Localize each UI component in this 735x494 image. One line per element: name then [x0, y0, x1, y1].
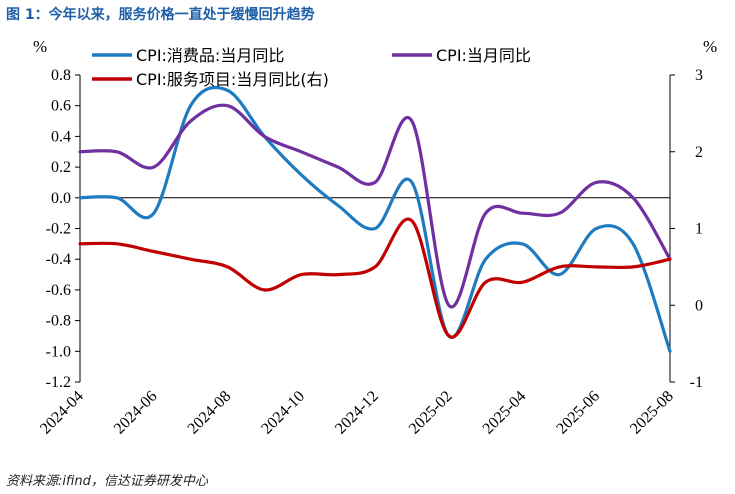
- legend-label-consumer-goods: CPI:消费品:当月同比: [136, 46, 284, 65]
- left-tick-label: -0.8: [46, 313, 71, 330]
- left-tick-label: -1.0: [46, 343, 71, 360]
- x-tick-label: 2024-08: [185, 388, 235, 438]
- right-tick-label: 0: [695, 297, 703, 314]
- x-tick-label: 2024-10: [258, 388, 308, 438]
- left-tick-label: -0.2: [46, 221, 71, 238]
- x-tick-label: 2024-04: [37, 388, 87, 438]
- left-axis-unit: %: [33, 37, 47, 56]
- right-tick-label: 3: [695, 67, 703, 84]
- x-tick-label: 2025-02: [406, 388, 456, 438]
- chart-title: 图 1：今年以来，服务价格一直处于缓慢回升趋势: [6, 7, 315, 23]
- left-tick-label: 0.4: [51, 128, 71, 145]
- right-axis-unit: %: [703, 37, 717, 56]
- left-tick-label: 0.8: [51, 67, 71, 84]
- x-tick-label: 2024-12: [332, 388, 382, 438]
- series-line-consumer-goods: [78, 85, 672, 353]
- x-tick-label: 2025-06: [553, 388, 603, 438]
- series-line-services: [78, 217, 672, 339]
- right-tick-label: 2: [695, 144, 703, 161]
- right-tick-label: -1: [690, 374, 703, 391]
- axes: 0.8 0.6 0.4 0.2 0.0 -0.2 -0.4 -0.6 -0.8 -1.0 -1.2 3…: [37, 67, 703, 438]
- right-tick-label: 1: [695, 221, 703, 238]
- left-tick-label: -0.6: [46, 282, 71, 299]
- source-note: 资料来源:ifind，信达证券研发中心: [6, 474, 208, 489]
- legend: CPI:消费品:当月同比 CPI:当月同比 CPI:服务项目:当月同比(右): [92, 46, 531, 89]
- x-tick-label: 2024-06: [111, 388, 161, 438]
- series-line-cpi: [78, 103, 672, 309]
- left-tick-label: 0.2: [51, 159, 71, 176]
- left-tick-label: 0.6: [51, 98, 71, 115]
- legend-label-services: CPI:服务项目:当月同比(右): [136, 70, 329, 89]
- left-tick-label: 0.0: [51, 190, 71, 207]
- legend-label-cpi: CPI:当月同比: [436, 46, 531, 65]
- series-layer: [78, 85, 672, 353]
- x-tick-label: 2025-08: [627, 388, 677, 438]
- left-tick-label: -0.4: [46, 251, 71, 268]
- x-tick-label: 2025-04: [480, 388, 530, 438]
- left-tick-label: -1.2: [46, 374, 71, 391]
